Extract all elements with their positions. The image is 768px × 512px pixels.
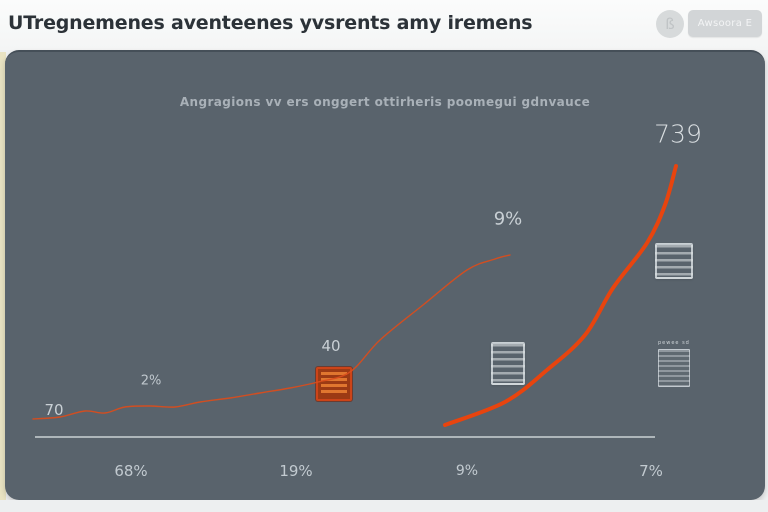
stripes-icon — [655, 243, 693, 279]
x-axis-label: 7% — [639, 462, 663, 480]
data-label-mid: 40 — [321, 337, 341, 355]
stripes-fill — [321, 372, 347, 396]
chart-title: Angragions vv ers onggert ottirheris poo… — [179, 95, 591, 109]
x-axis-label: 19% — [279, 462, 313, 480]
stripes-icon — [491, 342, 525, 385]
left-accent-strip — [0, 52, 6, 500]
bottom-strip — [0, 500, 768, 512]
data-label-end: 739 — [654, 119, 702, 149]
x-axis-label: 68% — [114, 462, 148, 480]
circular-badge-icon[interactable]: ß — [656, 10, 684, 38]
data-label-low: 2% — [140, 373, 162, 389]
header-action-button[interactable]: Awsoora E — [688, 10, 762, 37]
page-title: UTregnemenes aventeenes yvsrents amy ire… — [8, 12, 533, 34]
chart-panel: Angragions vv ers onggert ottirheris poo… — [5, 50, 765, 500]
document-icon-caption: pewee sdoig — [658, 340, 690, 346]
highlighted-stripes-icon — [316, 367, 352, 401]
header-bar: UTregnemenes aventeenes yvsrents amy ire… — [0, 0, 768, 50]
data-label-upper-mid: 9% — [493, 208, 523, 230]
x-axis-label: 9% — [455, 463, 479, 479]
badge-glyph: ß — [665, 15, 675, 33]
data-label-start: 70 — [44, 401, 64, 419]
document-icon — [658, 349, 690, 387]
